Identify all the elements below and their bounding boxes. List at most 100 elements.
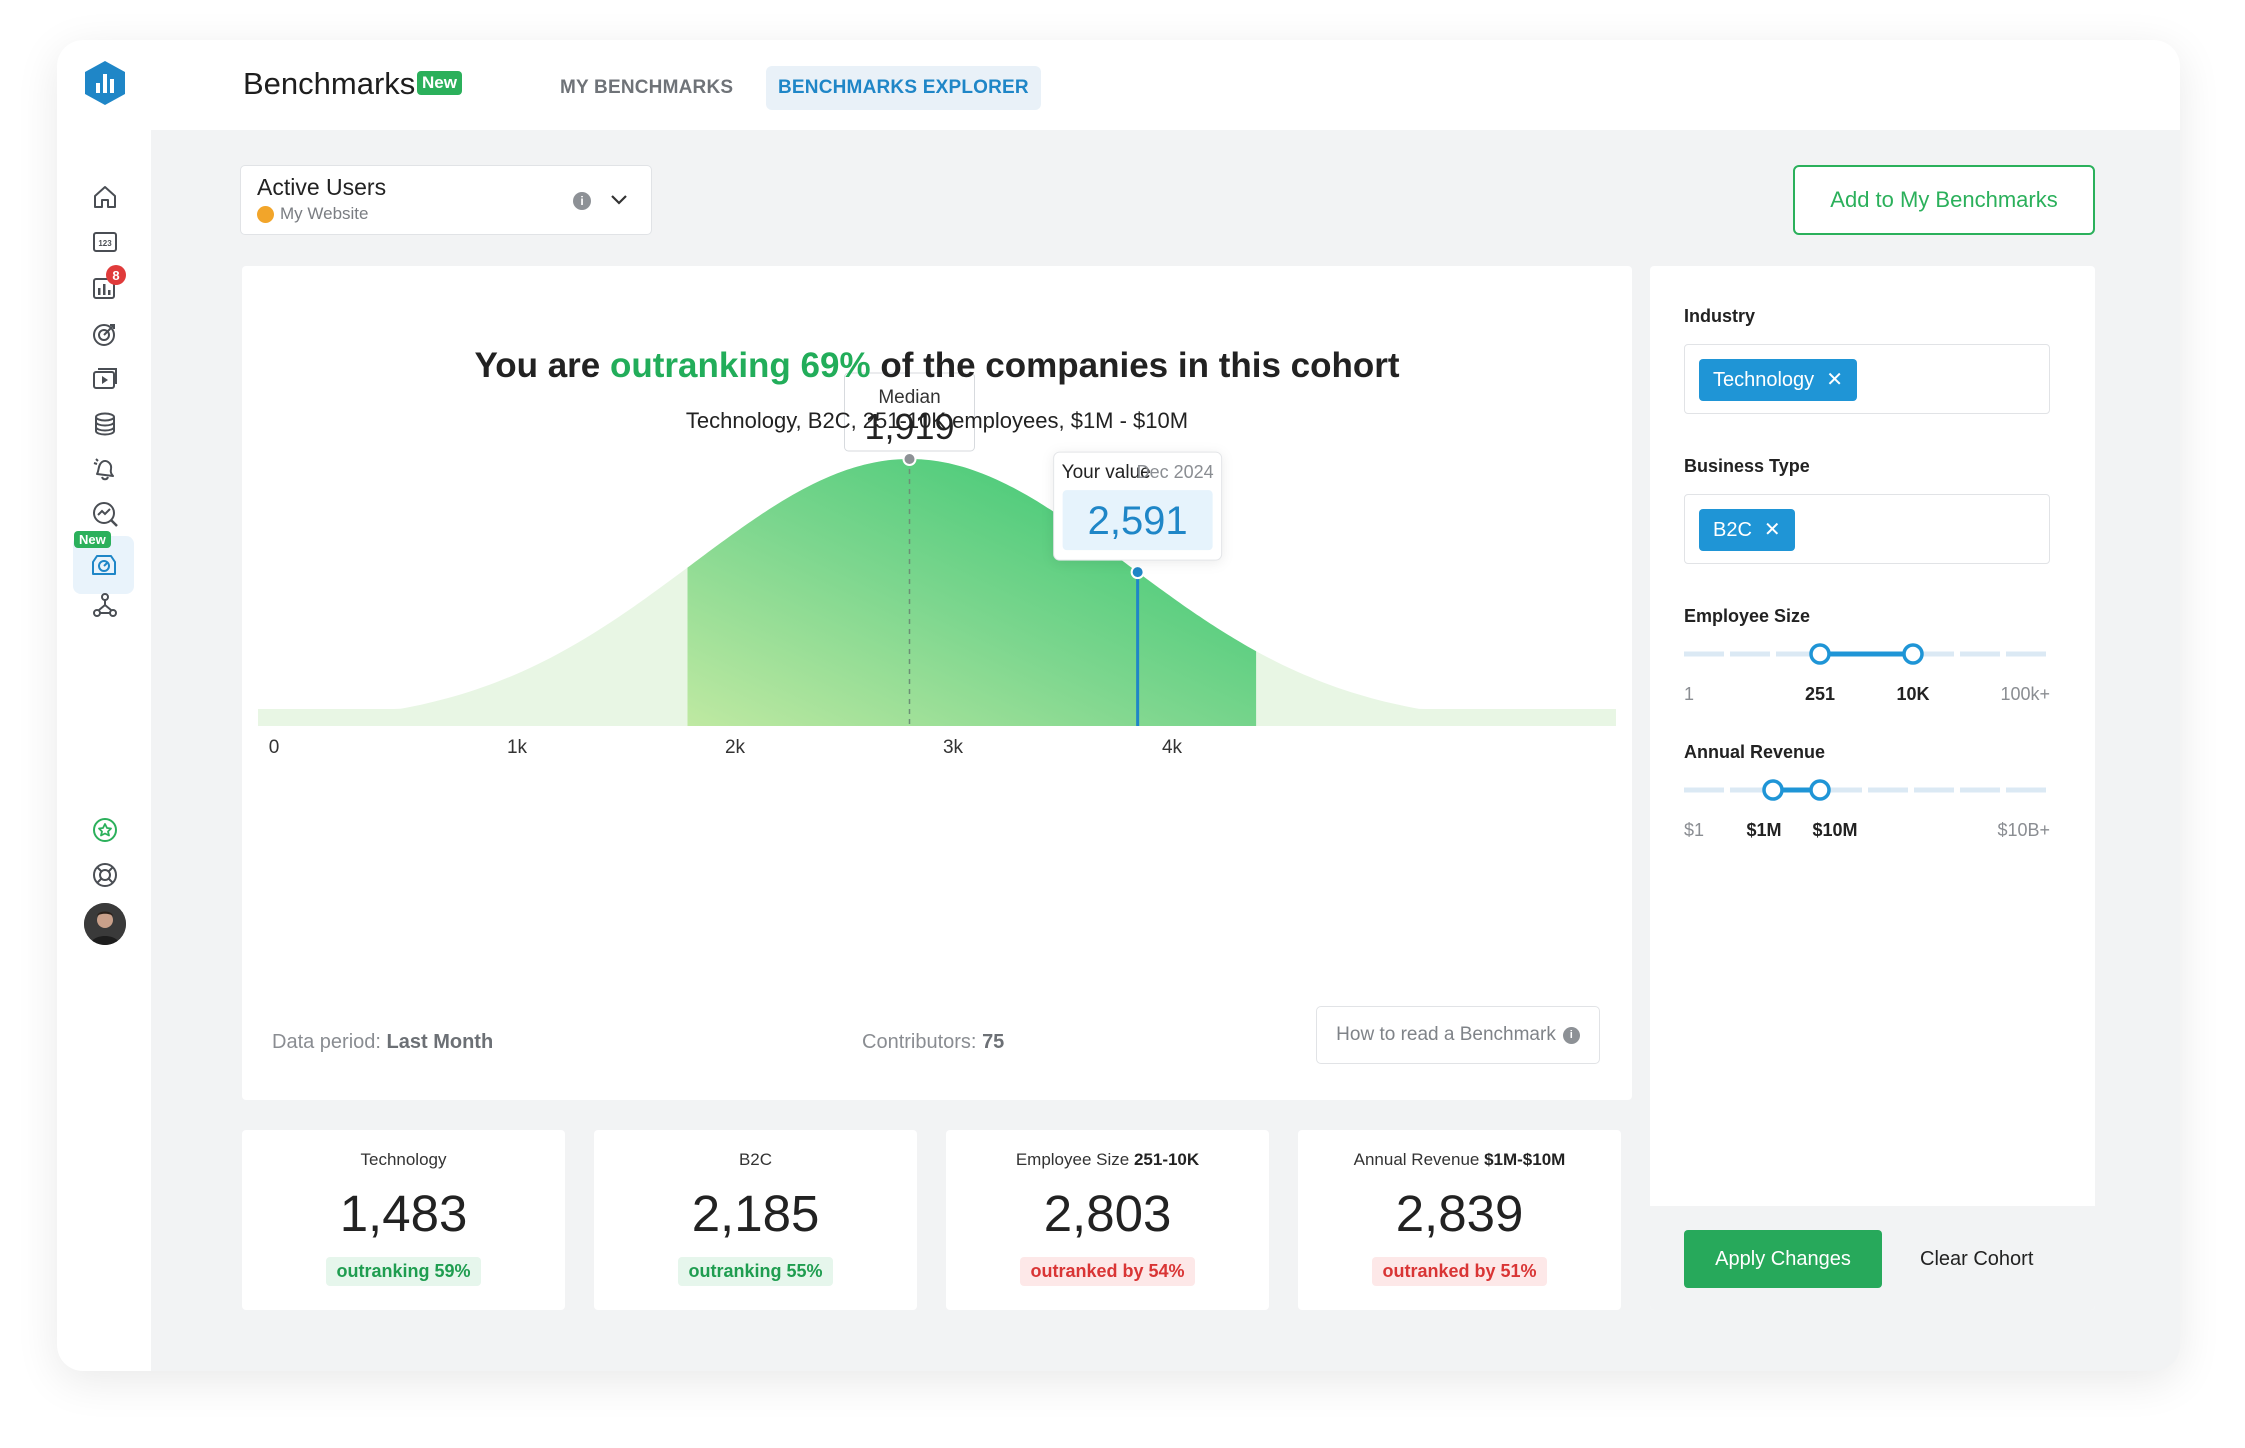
slider-handle-min[interactable] <box>1809 643 1831 665</box>
status-badge: outranking 55% <box>678 1257 833 1286</box>
slider-tick: $10M <box>1812 820 1857 840</box>
cohort-subtitle: Technology, B2C, 251-10K employees, $1M … <box>685 408 1189 433</box>
benchmark-chart-panel: 0 1k 2k 3k 4k Median 1,919 Your value Dec 20… <box>242 266 1632 1100</box>
x-axis: 0 1k 2k 3k 4k <box>269 737 1183 758</box>
cohort-card-annual-revenue: Annual Revenue $1M-$10M 2,839 outranked … <box>1298 1130 1621 1310</box>
remove-chip-icon[interactable]: ✕ <box>1763 519 1781 541</box>
sidebar-item-team[interactable] <box>81 582 129 630</box>
top-bar: Benchmarks New MY BENCHMARKS BENCHMARKS … <box>151 40 2180 130</box>
median-marker <box>902 452 917 466</box>
cohort-card-value: 1,483 <box>339 1185 468 1242</box>
sidebar-item-data[interactable] <box>81 400 129 448</box>
data-source-icon <box>257 205 274 223</box>
slider-tick: 251 <box>1805 684 1835 704</box>
apply-changes-button[interactable]: Apply Changes <box>1684 1230 1882 1288</box>
new-badge: New <box>417 71 462 95</box>
data-period: Data period: Last Month <box>272 1031 494 1053</box>
sidebar-item-analytics[interactable] <box>81 490 129 538</box>
your-value-label: Your value <box>1062 462 1151 483</box>
slider-tick: $1M <box>1746 820 1781 840</box>
notification-badge: 8 <box>106 265 126 285</box>
new-badge: New <box>74 531 111 548</box>
rewards-badge-icon <box>93 818 117 842</box>
your-value-date: Dec 2024 <box>1137 462 1214 482</box>
slider-handle-max[interactable] <box>1902 643 1924 665</box>
remove-chip-icon[interactable]: ✕ <box>1826 369 1843 391</box>
info-icon: i <box>1562 1026 1580 1044</box>
slider-handle-max[interactable] <box>1809 779 1831 801</box>
metric-source: My Website <box>257 204 369 224</box>
app-logo[interactable] <box>81 59 129 107</box>
x-tick-label: 1k <box>507 737 528 758</box>
headline: You are outranking 69% of the companies … <box>474 346 1400 385</box>
database-icon <box>95 412 115 436</box>
median-label: Median <box>878 387 940 408</box>
your-value-number: 2,591 <box>1088 499 1188 543</box>
cohort-card-business-type: B2C 2,185 outranking 55% <box>594 1130 917 1310</box>
sidebar-item-rewards[interactable] <box>81 806 129 854</box>
page-title: Benchmarks <box>243 66 416 101</box>
employee-size-label: Employee Size <box>1684 606 1811 626</box>
slider-tick: $10B+ <box>1997 820 2050 840</box>
app-window: 123 8 New <box>57 40 2180 1371</box>
team-connections-icon <box>93 593 117 617</box>
cohort-card-employee-size: Employee Size 251-10K 2,803 outranked by… <box>946 1130 1269 1310</box>
slider-tick: $1 <box>1684 820 1704 840</box>
numbers-icon: 123 <box>93 232 117 252</box>
clear-cohort-button[interactable]: Clear Cohort <box>1920 1248 2034 1270</box>
metric-title: Active Users <box>257 174 387 200</box>
sidebar-item-home[interactable] <box>81 173 129 221</box>
goals-target-icon <box>93 324 115 346</box>
industry-label: Industry <box>1684 306 1756 326</box>
logo-hexagon-icon <box>85 61 125 105</box>
svg-text:123: 123 <box>98 239 112 248</box>
analytics-search-icon <box>93 502 118 527</box>
sidebar-item-goals[interactable] <box>81 310 129 358</box>
notification-bell-icon <box>93 458 114 481</box>
x-tick-label: 4k <box>1162 737 1183 758</box>
sidebar-item-benchmarks[interactable]: New <box>73 531 134 594</box>
metric-source-label: My Website <box>280 204 369 223</box>
x-tick-label: 0 <box>269 737 280 758</box>
cohort-card-value: 2,839 <box>1395 1185 1524 1242</box>
metric-selector[interactable]: Active Users My Website i <box>240 165 652 235</box>
status-badge: outranking 59% <box>326 1257 481 1286</box>
employee-size-slider[interactable]: 1 251 10K 100k+ <box>1684 636 2054 716</box>
help-lifebuoy-icon <box>93 863 117 887</box>
tab-my-benchmarks[interactable]: MY BENCHMARKS <box>560 77 734 98</box>
tab-benchmarks-explorer[interactable]: BENCHMARKS EXPLORER <box>766 66 1041 110</box>
sidebar-item-alerts[interactable] <box>81 445 129 493</box>
how-to-read-benchmark-button[interactable]: How to read a Benchmark i <box>1316 1006 1600 1064</box>
user-avatar[interactable] <box>84 903 126 945</box>
sidebar-item-numbers[interactable]: 123 <box>81 218 129 266</box>
x-tick-label: 2k <box>725 737 746 758</box>
status-badge: outranked by 51% <box>1372 1257 1547 1286</box>
slider-handle-min[interactable] <box>1762 779 1784 801</box>
distribution-chart: 0 1k 2k 3k 4k Median 1,919 Your value Dec 20… <box>258 372 1616 758</box>
industry-select[interactable]: Technology ✕ <box>1684 344 2050 414</box>
cohort-card-industry: Technology 1,483 outranking 59% <box>242 1130 565 1310</box>
median-tooltip: Median 1,919 <box>844 372 976 452</box>
business-type-label: Business Type <box>1684 456 1810 476</box>
sidebar-item-help[interactable] <box>81 851 129 899</box>
video-playlist-icon <box>93 368 117 389</box>
cohort-band-area <box>687 459 1257 726</box>
contributors: Contributors: 75 <box>862 1031 1005 1053</box>
your-value-tooltip: Your value Dec 2024 2,591 <box>1053 451 1223 561</box>
cohort-filter-panel: Industry Technology ✕ Business Type B2C ✕ … <box>1650 266 2095 1310</box>
info-icon[interactable]: i <box>573 192 591 210</box>
business-type-chip[interactable]: B2C ✕ <box>1699 509 1795 551</box>
industry-chip[interactable]: Technology ✕ <box>1699 359 1857 401</box>
business-type-select[interactable]: B2C ✕ <box>1684 494 2050 564</box>
annual-revenue-slider[interactable]: $1 $1M $10M $10B+ <box>1684 772 2054 852</box>
x-tick-label: 3k <box>943 737 964 758</box>
outranking-highlight: outranking 69% <box>609 346 871 385</box>
add-to-my-benchmarks-button[interactable]: Add to My Benchmarks <box>1793 165 2095 235</box>
avatar-person-icon <box>84 903 126 945</box>
median-value: 1,919 <box>864 406 954 447</box>
sidebar-item-videos[interactable] <box>81 355 129 403</box>
sidebar: 123 8 New <box>57 40 151 1371</box>
slider-tick: 10K <box>1896 684 1929 704</box>
chevron-down-icon[interactable] <box>609 190 629 210</box>
sidebar-item-dashboards[interactable]: 8 <box>81 264 129 312</box>
